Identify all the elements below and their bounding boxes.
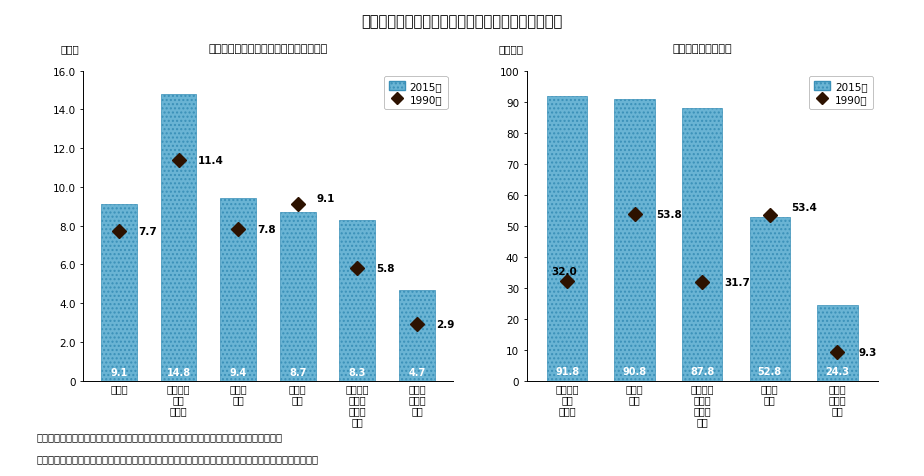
Text: 9.3: 9.3 [859,347,877,357]
Text: 7.7: 7.7 [138,227,157,237]
Text: 87.8: 87.8 [690,366,714,376]
Text: 付２－（３）－３図　職業別にみた労働移動の推移: 付２－（３）－３図 職業別にみた労働移動の推移 [361,14,563,29]
Bar [101,205,137,381]
Text: 8.3: 8.3 [348,367,366,377]
Bar [161,95,197,381]
Text: 53.8: 53.8 [656,209,682,219]
Text: 7.8: 7.8 [257,225,276,235]
Text: 91.8: 91.8 [555,366,579,376]
Text: 職業別労働移動率（転職入職率）の水準: 職業別労働移動率（転職入職率）の水準 [208,44,328,54]
Bar [399,290,435,381]
Text: 90.8: 90.8 [623,366,647,376]
Text: 職業別転職入職者数: 職業別転職入職者数 [673,44,732,54]
Text: 11.4: 11.4 [198,155,224,165]
Legend: 2015年, 1990年: 2015年, 1990年 [808,77,872,110]
Bar [817,306,857,381]
Text: 14.8: 14.8 [166,367,190,377]
Text: 9.1: 9.1 [317,194,335,204]
Text: 9.1: 9.1 [110,367,128,377]
Bar [547,97,588,381]
Legend: 2015年, 1990年: 2015年, 1990年 [383,77,447,110]
Bar [280,213,316,381]
Text: 4.7: 4.7 [408,367,426,377]
Text: （注）　労働移動率（転職入職率）は、常用労働者数（各年６月末日現在）に対する転職入職者の割合。: （注） 労働移動率（転職入職率）は、常用労働者数（各年６月末日現在）に対する転職… [37,453,319,463]
Text: 9.4: 9.4 [229,367,247,377]
Text: （万人）: （万人） [498,44,523,54]
Text: 52.8: 52.8 [758,366,782,376]
Text: 53.4: 53.4 [791,203,817,213]
Bar [749,218,790,381]
Bar [339,220,375,381]
Text: 24.3: 24.3 [825,366,849,376]
Text: 5.8: 5.8 [376,264,395,274]
Bar [682,109,723,381]
Bar [614,100,655,381]
Text: 31.7: 31.7 [723,278,749,288]
Text: （％）: （％） [61,44,79,54]
Text: 2.9: 2.9 [436,320,455,330]
Text: 資料出所　厚生労働省「雇用動向調査」をもとに厚生労働省労働政策担当参事官室にて作成: 資料出所 厚生労働省「雇用動向調査」をもとに厚生労働省労働政策担当参事官室にて作… [37,431,283,441]
Text: 8.7: 8.7 [289,367,307,377]
Text: 32.0: 32.0 [551,266,577,276]
Bar [220,199,256,381]
